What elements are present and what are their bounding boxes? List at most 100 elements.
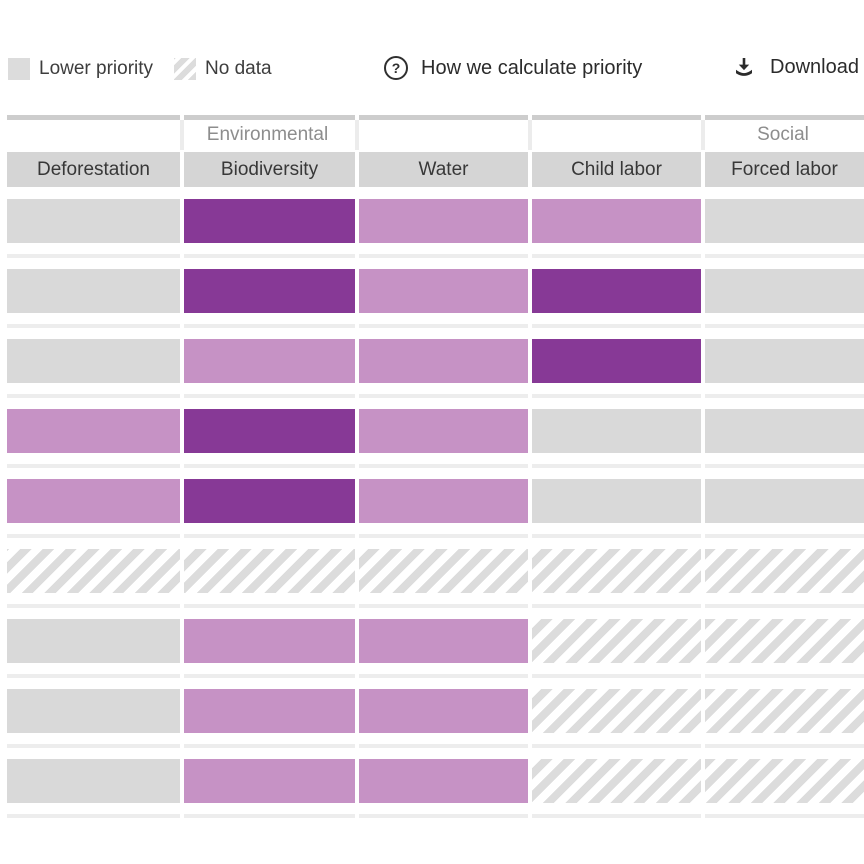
table-row bbox=[0, 409, 864, 453]
priority-cell-lower[interactable] bbox=[705, 199, 864, 243]
priority-cell-no-data[interactable] bbox=[359, 549, 528, 593]
column-header-child-labor: Child labor bbox=[532, 152, 701, 187]
row-separator-segment bbox=[359, 814, 528, 818]
how-we-calculate-priority-button[interactable]: ? How we calculate priority bbox=[384, 56, 642, 80]
row-separator bbox=[0, 254, 864, 258]
download-button[interactable]: Download bbox=[731, 55, 859, 79]
row-separator-segment bbox=[7, 534, 180, 538]
priority-cell-highest[interactable] bbox=[184, 199, 355, 243]
table-top-border-segment bbox=[705, 115, 864, 120]
row-separator-segment bbox=[359, 534, 528, 538]
table-row bbox=[0, 759, 864, 803]
row-separator-segment bbox=[705, 814, 864, 818]
priority-cell-higher[interactable] bbox=[359, 199, 528, 243]
row-separator bbox=[0, 604, 864, 608]
priority-cell-lower[interactable] bbox=[7, 689, 180, 733]
no-data-swatch-icon bbox=[174, 58, 197, 80]
column-header-forced-labor: Forced labor bbox=[705, 152, 864, 187]
group-divider bbox=[180, 120, 184, 150]
priority-cell-no-data[interactable] bbox=[7, 549, 180, 593]
priority-cell-highest[interactable] bbox=[184, 269, 355, 313]
priority-cell-higher[interactable] bbox=[359, 759, 528, 803]
row-separator-segment bbox=[705, 744, 864, 748]
priority-cell-highest[interactable] bbox=[184, 479, 355, 523]
priority-cell-lower[interactable] bbox=[705, 339, 864, 383]
row-separator-segment bbox=[7, 394, 180, 398]
priority-cell-highest[interactable] bbox=[184, 409, 355, 453]
table-top-border-segment bbox=[184, 115, 355, 120]
row-separator-segment bbox=[532, 394, 701, 398]
priority-cell-lower[interactable] bbox=[7, 759, 180, 803]
row-separator-segment bbox=[705, 324, 864, 328]
priority-cell-highest[interactable] bbox=[532, 269, 701, 313]
row-separator-segment bbox=[705, 464, 864, 468]
row-separator-segment bbox=[359, 744, 528, 748]
priority-cell-lower[interactable] bbox=[7, 269, 180, 313]
priority-cell-lower[interactable] bbox=[7, 199, 180, 243]
table-top-border-segment bbox=[7, 115, 180, 120]
priority-cell-no-data[interactable] bbox=[705, 759, 864, 803]
priority-cell-higher[interactable] bbox=[359, 689, 528, 733]
priority-cell-higher[interactable] bbox=[359, 269, 528, 313]
priority-cell-higher[interactable] bbox=[359, 479, 528, 523]
row-separator-segment bbox=[359, 394, 528, 398]
priority-cell-higher[interactable] bbox=[532, 199, 701, 243]
table-row bbox=[0, 689, 864, 733]
priority-cell-higher[interactable] bbox=[359, 339, 528, 383]
priority-cell-lower[interactable] bbox=[7, 619, 180, 663]
priority-cell-lower[interactable] bbox=[532, 479, 701, 523]
row-separator-segment bbox=[7, 254, 180, 258]
priority-cell-higher[interactable] bbox=[184, 689, 355, 733]
legend-label: Lower priority bbox=[39, 58, 154, 79]
group-divider bbox=[355, 120, 359, 150]
priority-cell-no-data[interactable] bbox=[705, 619, 864, 663]
help-label: How we calculate priority bbox=[421, 56, 643, 79]
priority-cell-higher[interactable] bbox=[184, 339, 355, 383]
priority-cell-higher[interactable] bbox=[359, 409, 528, 453]
row-separator-segment bbox=[532, 674, 701, 678]
priority-cell-lower[interactable] bbox=[532, 409, 701, 453]
download-label: Download bbox=[770, 55, 859, 78]
priority-cell-higher[interactable] bbox=[184, 619, 355, 663]
priority-cell-no-data[interactable] bbox=[184, 549, 355, 593]
download-icon bbox=[736, 58, 752, 76]
priority-cell-lower[interactable] bbox=[705, 269, 864, 313]
priority-cell-higher[interactable] bbox=[7, 479, 180, 523]
priority-cell-no-data[interactable] bbox=[532, 689, 701, 733]
priority-cell-no-data[interactable] bbox=[532, 759, 701, 803]
row-separator-segment bbox=[359, 254, 528, 258]
row-separator-segment bbox=[705, 394, 864, 398]
priority-cell-higher[interactable] bbox=[7, 409, 180, 453]
priority-cell-lower[interactable] bbox=[705, 479, 864, 523]
row-separator-segment bbox=[184, 744, 355, 748]
priority-cell-lower[interactable] bbox=[705, 409, 864, 453]
row-separator-segment bbox=[705, 674, 864, 678]
row-separator-segment bbox=[184, 674, 355, 678]
priority-cell-lower[interactable] bbox=[7, 339, 180, 383]
question-circle-icon: ? bbox=[384, 56, 408, 80]
row-separator-segment bbox=[359, 464, 528, 468]
table-body bbox=[0, 199, 864, 818]
priority-cell-higher[interactable] bbox=[184, 759, 355, 803]
priority-cell-no-data[interactable] bbox=[705, 689, 864, 733]
priority-cell-no-data[interactable] bbox=[532, 549, 701, 593]
priority-cell-higher[interactable] bbox=[359, 619, 528, 663]
row-separator bbox=[0, 744, 864, 748]
table-row bbox=[0, 549, 864, 593]
row-separator-segment bbox=[184, 464, 355, 468]
row-separator-segment bbox=[184, 324, 355, 328]
priority-table: Environmental Social Deforestation Biodiv… bbox=[0, 115, 864, 829]
column-header-deforestation: Deforestation bbox=[7, 152, 180, 187]
row-separator-segment bbox=[7, 814, 180, 818]
row-separator-segment bbox=[7, 674, 180, 678]
row-separator-segment bbox=[532, 464, 701, 468]
priority-cell-highest[interactable] bbox=[532, 339, 701, 383]
legend-label: No data bbox=[205, 58, 272, 79]
priority-cell-no-data[interactable] bbox=[532, 619, 701, 663]
row-separator-segment bbox=[532, 744, 701, 748]
column-header-row: Deforestation Biodiversity Water Child labo… bbox=[0, 152, 864, 187]
row-separator bbox=[0, 394, 864, 398]
row-separator-segment bbox=[7, 604, 180, 608]
table-top-border bbox=[0, 115, 864, 120]
priority-cell-no-data[interactable] bbox=[705, 549, 864, 593]
